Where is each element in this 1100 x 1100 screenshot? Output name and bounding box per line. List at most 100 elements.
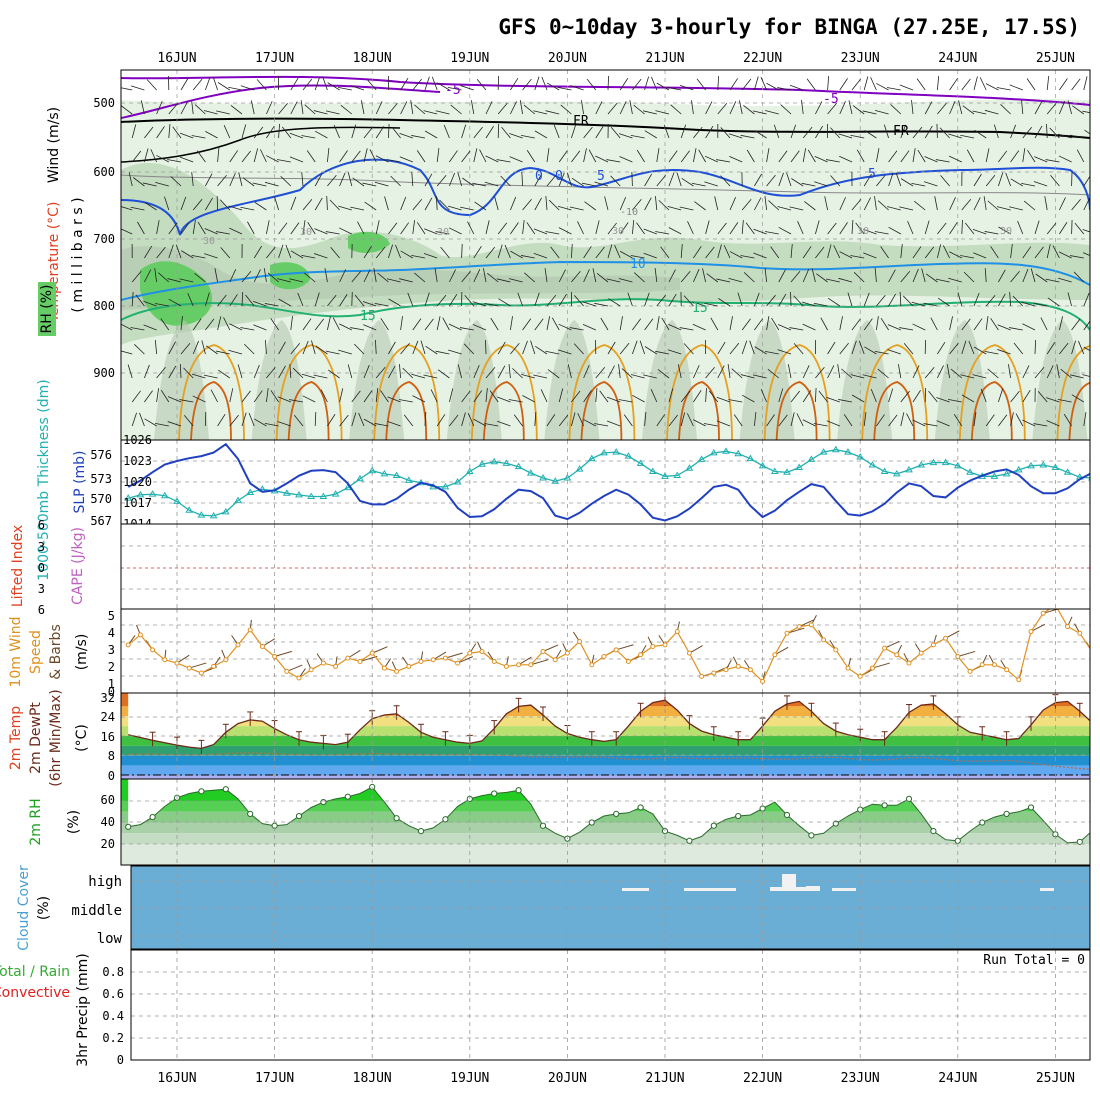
wind-barb xyxy=(289,364,292,379)
wind-barb xyxy=(357,221,365,235)
wind-barb xyxy=(966,149,975,163)
wind-barb xyxy=(740,255,755,259)
wind-barb xyxy=(551,317,560,331)
wind-barb xyxy=(1021,100,1024,115)
wind-barb xyxy=(1050,174,1060,187)
wind-barb xyxy=(533,252,548,259)
wind-barb xyxy=(497,222,508,235)
wind-barb xyxy=(728,399,743,403)
wind-barb xyxy=(1058,251,1072,259)
wind-barb xyxy=(705,125,714,139)
wind-barb xyxy=(154,268,157,283)
li-ticks: 6 3 0 3 6 xyxy=(38,518,45,617)
contour-labels: -5 -5 FR FR 0 0 5 5 -10 10 15 15 30 30 3… xyxy=(203,83,1012,324)
wind-barb xyxy=(327,82,340,91)
wind-point xyxy=(516,662,522,668)
wind-barb xyxy=(717,365,725,379)
ylabel-2m-rh: 2m RH xyxy=(28,798,44,845)
wind-barb xyxy=(473,126,483,139)
wind-barb xyxy=(180,222,190,235)
ylabel-speed: Speed xyxy=(28,630,44,674)
wind-barb xyxy=(802,126,813,139)
wind-barb xyxy=(826,397,840,403)
wind-barb xyxy=(252,182,267,187)
thickness-point xyxy=(722,447,730,454)
wind-barb xyxy=(567,364,572,379)
wind-point xyxy=(796,624,802,630)
wind-barb xyxy=(290,77,299,91)
contour-20-loop xyxy=(958,344,1026,440)
wind-barb xyxy=(754,292,760,307)
wind-barb xyxy=(983,196,987,211)
wind-barb xyxy=(632,198,642,211)
wind-barb xyxy=(827,297,841,307)
wind-barb xyxy=(663,124,670,139)
wind-barb xyxy=(330,246,340,259)
wind-barb xyxy=(1074,222,1085,235)
rh-point xyxy=(295,812,303,820)
wind-barb xyxy=(424,130,438,139)
wind-barb xyxy=(327,294,337,307)
wind-point xyxy=(223,657,229,663)
wind-barb xyxy=(463,343,475,355)
wind-barb xyxy=(899,327,914,331)
temp-band xyxy=(121,745,1090,756)
wind-barb xyxy=(558,293,567,307)
wind-barb xyxy=(851,220,854,235)
wind-barb xyxy=(437,369,450,379)
wind-barb xyxy=(461,243,463,259)
wind-barb xyxy=(948,155,962,163)
wind-barb xyxy=(380,390,389,403)
ytick-label: 1023 xyxy=(123,454,152,468)
wind-barb xyxy=(474,201,487,211)
wind-barb xyxy=(627,292,633,307)
contour-25-loop xyxy=(482,381,525,440)
rh-panel: 60 40 20 2m RH (%) xyxy=(28,779,1090,865)
contour-label: 5 xyxy=(868,167,876,182)
rh-point xyxy=(686,837,693,844)
wind-barb xyxy=(924,156,938,163)
contour-label: 5 xyxy=(597,169,605,184)
contour-25-loop xyxy=(775,381,818,440)
wind-barb xyxy=(250,100,255,115)
wind-barb xyxy=(595,220,600,235)
wind-barb xyxy=(984,351,999,355)
wind-barb xyxy=(1096,415,1100,426)
wind-barb xyxy=(1045,278,1060,283)
contour-25-loop xyxy=(287,381,330,440)
wind-barb xyxy=(985,414,995,427)
cloud-level-middle: middle xyxy=(71,903,122,919)
wind-barb xyxy=(325,350,340,355)
wind-barb xyxy=(863,76,869,91)
wind-barb xyxy=(467,413,475,427)
wind-point xyxy=(1016,677,1022,683)
wind-barb xyxy=(135,294,145,307)
wind-barb xyxy=(595,367,606,379)
wind-barb xyxy=(888,172,894,187)
wind-barb xyxy=(263,268,267,283)
wind-barb xyxy=(687,221,694,235)
wind-barb xyxy=(693,148,697,163)
wind-barb xyxy=(314,130,328,139)
contour-label: FR xyxy=(573,114,589,129)
rh-point xyxy=(613,810,620,818)
wind-barb xyxy=(801,100,804,115)
contour-minus5-purple xyxy=(121,75,1090,106)
wind-barb xyxy=(1082,229,1090,233)
wind-barb xyxy=(364,201,377,211)
wind-barb xyxy=(1046,123,1048,139)
wind-barb xyxy=(448,349,462,355)
contour-25-loop xyxy=(873,381,916,440)
wind-barb xyxy=(290,316,293,331)
wind-barb xyxy=(657,369,670,379)
cloud-block xyxy=(832,888,856,891)
wind-barb xyxy=(723,245,731,259)
wind-barb xyxy=(266,388,269,403)
wind-barb xyxy=(447,86,462,91)
wind-barb xyxy=(399,364,401,379)
rh-point xyxy=(930,828,937,835)
wind-barb xyxy=(509,133,523,139)
wind-point xyxy=(638,652,644,658)
ylabel-convective: Convective xyxy=(0,985,70,1001)
wind-panel: 5 4 3 2 1 0 10m Wind Speed & Barbs (m/s) xyxy=(8,609,1090,699)
